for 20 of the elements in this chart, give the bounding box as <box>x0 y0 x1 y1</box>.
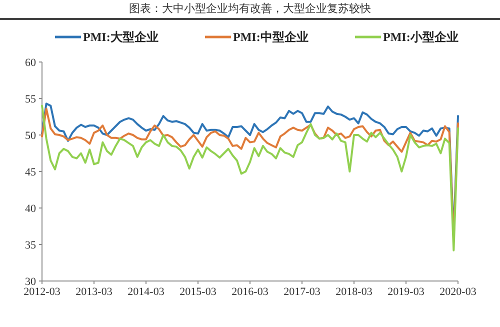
legend-label: PMI:小型企业 <box>383 30 458 44</box>
y-tick-label: 55 <box>25 94 36 106</box>
y-tick-label: 45 <box>25 166 36 178</box>
x-tick-label: 2017-03 <box>284 286 321 298</box>
x-tick-label: 2014-03 <box>128 286 165 298</box>
y-tick-label: 40 <box>25 203 36 215</box>
x-tick-label: 2015-03 <box>180 286 217 298</box>
legend-label: PMI:中型企业 <box>233 30 308 44</box>
y-tick-label: 30 <box>25 276 36 288</box>
x-tick-label: 2018-03 <box>336 286 373 298</box>
y-tick-label: 50 <box>25 130 36 142</box>
chart-title: 图表：大中小型企业均有改善，大型企业复苏较快 <box>129 2 371 15</box>
legend-label: PMI:大型企业 <box>83 30 158 44</box>
x-tick-label: 2020-03 <box>440 286 477 298</box>
y-tick-label: 60 <box>25 57 36 69</box>
x-tick-label: 2013-03 <box>76 286 113 298</box>
x-tick-label: 2016-03 <box>232 286 269 298</box>
x-tick-label: 2012-03 <box>24 286 61 298</box>
y-tick-label: 35 <box>25 240 36 252</box>
x-tick-label: 2019-03 <box>388 286 425 298</box>
